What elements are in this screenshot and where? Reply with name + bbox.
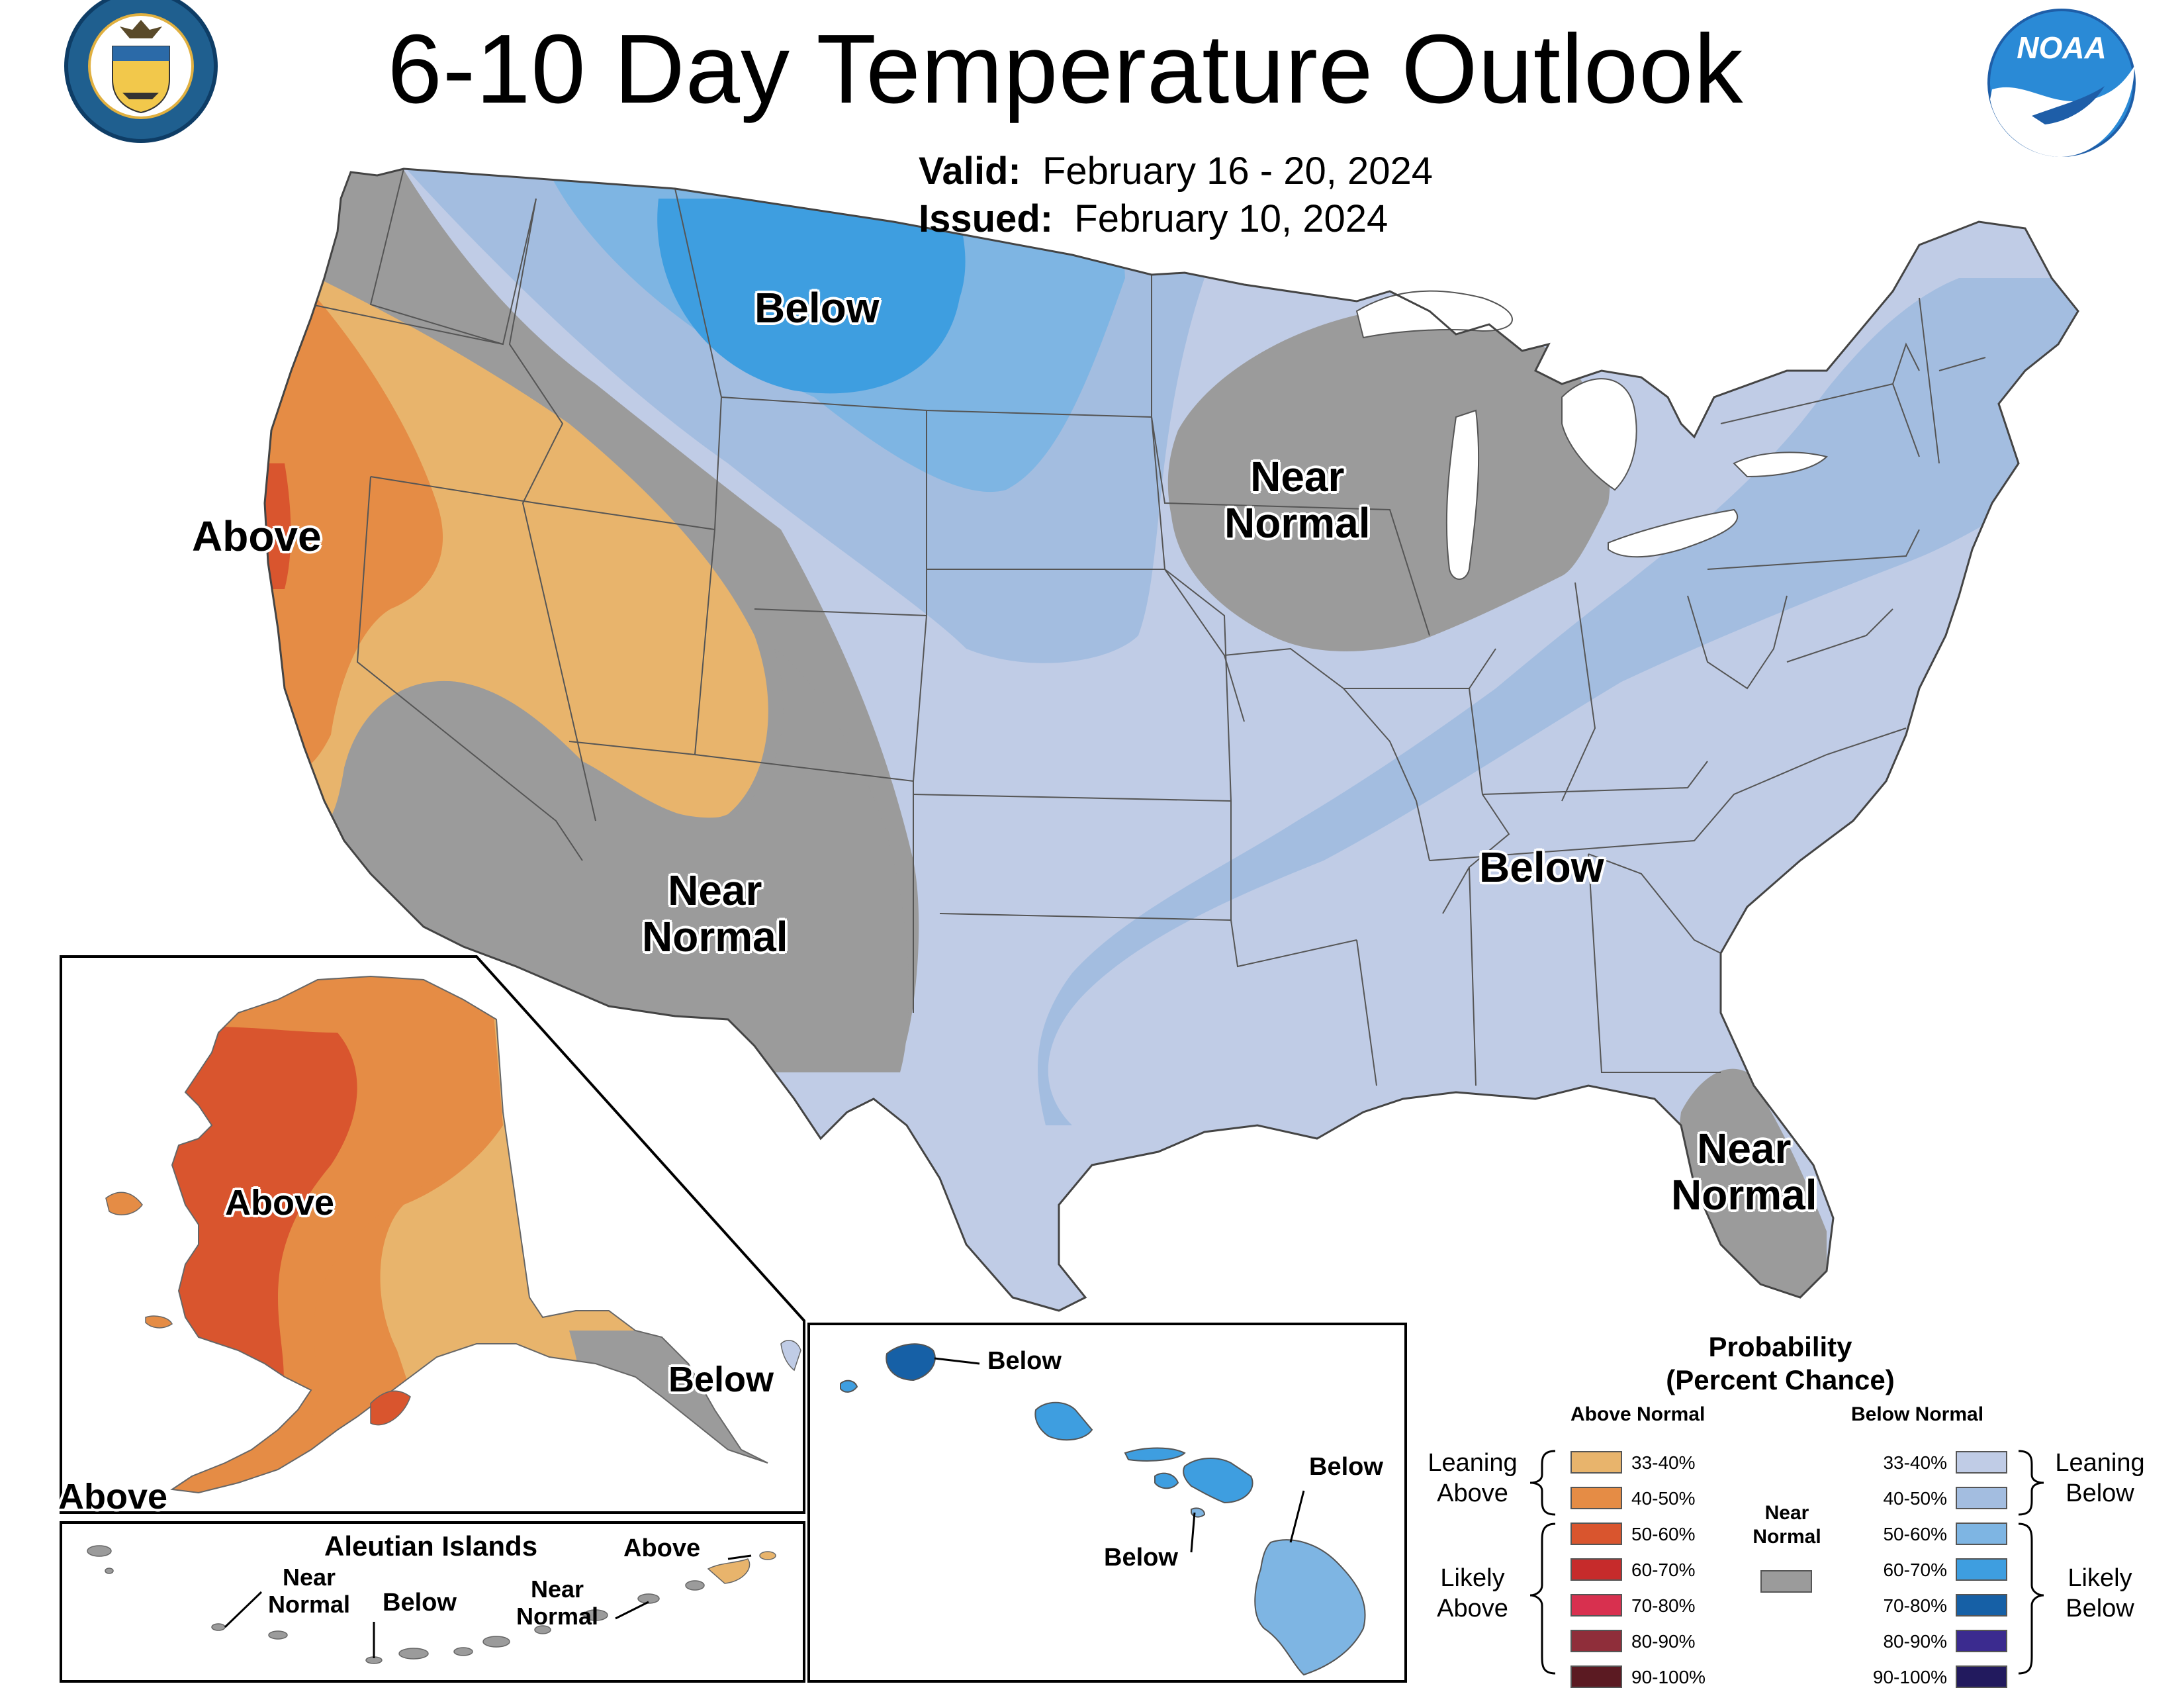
aleutian-west-near-line2: Normal xyxy=(268,1591,351,1618)
legend-leaning-above-line1: Leaning xyxy=(1428,1449,1518,1477)
legend-near-normal: Near Normal xyxy=(1741,1501,1833,1549)
legend-likely-above-line1: Likely xyxy=(1440,1564,1505,1592)
aleutian-below: Below xyxy=(383,1589,457,1617)
legend-near-line2: Normal xyxy=(1752,1526,1821,1548)
legend-likely-above-line2: Above xyxy=(1437,1594,1508,1622)
page-title: 6-10 Day Temperature Outlook xyxy=(387,15,1744,124)
label-north-plains-below: Below xyxy=(754,284,880,332)
alaska-islands xyxy=(105,1192,801,1426)
label-florida-line1: Near xyxy=(1697,1125,1792,1172)
svg-text:NOAA: NOAA xyxy=(2017,30,2106,65)
legend-below-swatch-4 xyxy=(1956,1594,2007,1617)
alaska-outline xyxy=(170,975,768,1494)
valid-value: February 16 - 20, 2024 xyxy=(1042,150,1433,193)
legend-below-swatch-0 xyxy=(1956,1451,2007,1474)
conus-outline xyxy=(263,167,2079,1312)
aleutian-east-near-normal: Near Normal xyxy=(516,1575,598,1630)
legend-above-range-2: 50-60% xyxy=(1631,1524,1696,1544)
state-boundaries xyxy=(310,169,1986,1086)
aleutian-west-near-line1: Near xyxy=(282,1564,336,1591)
legend-below-range-5: 80-90% xyxy=(1883,1631,1947,1652)
aleutian-above: Above xyxy=(623,1534,701,1562)
legend-leaning-above-line2: Above xyxy=(1437,1479,1508,1507)
legend-above-header: Above Normal xyxy=(1570,1403,1706,1425)
legend-above-swatch-3 xyxy=(1570,1558,1622,1581)
legend-below-range-4: 70-80% xyxy=(1883,1595,1947,1616)
legend-brackets xyxy=(1529,1450,2044,1675)
legend-below-swatch-6 xyxy=(1956,1665,2007,1688)
legend-leaning-below-line1: Leaning xyxy=(2055,1449,2145,1477)
aleutian-west-near-normal: Near Normal xyxy=(268,1564,350,1618)
aleutian-inset-frame xyxy=(60,1521,805,1683)
aleutian-leaders xyxy=(224,1554,752,1658)
legend-below-range-3: 60-70% xyxy=(1883,1560,1947,1580)
issued-label: Issued: xyxy=(919,197,1054,240)
label-west-coast-above: Above xyxy=(192,512,322,560)
label-southeast-below: Below xyxy=(1479,843,1604,891)
aleutian-title: Aleutian Islands xyxy=(324,1530,538,1562)
legend-below-swatch-2 xyxy=(1956,1523,2007,1545)
label-florida-line2: Normal xyxy=(1671,1171,1817,1219)
legend-above-swatch-5 xyxy=(1570,1630,1622,1652)
legend-below-range-1: 40-50% xyxy=(1883,1488,1947,1509)
legend-below-swatch-5 xyxy=(1956,1630,2007,1652)
legend-above-range-1: 40-50% xyxy=(1631,1488,1696,1509)
legend-above-swatch-4 xyxy=(1570,1594,1622,1617)
label-florida-near-normal: Near Normal xyxy=(1671,1125,1817,1219)
legend-leaning-above: Leaning Above xyxy=(1416,1448,1529,1509)
legend-likely-below-line2: Below xyxy=(2066,1594,2134,1622)
legend-below-swatch-1 xyxy=(1956,1487,2007,1509)
legend-below-swatch-3 xyxy=(1956,1558,2007,1581)
legend-likely-above: Likely Above xyxy=(1416,1564,1529,1624)
issued-date-line: Issued: February 10, 2024 xyxy=(919,197,1388,241)
legend-below-header: Below Normal xyxy=(1851,1403,1984,1425)
legend-near-line1: Near xyxy=(1764,1502,1809,1524)
aleutian-east-near-line2: Normal xyxy=(516,1603,599,1630)
label-great-lakes-near-normal: Near Normal xyxy=(1224,453,1371,547)
label-great-lakes-line1: Near xyxy=(1250,453,1345,500)
label-alaska-peninsula-above: Above xyxy=(58,1477,168,1517)
hawaii-leaders xyxy=(934,1357,1305,1553)
legend-leaning-below: Leaning Below xyxy=(2044,1448,2156,1509)
label-southwest-line1: Near xyxy=(668,867,762,914)
great-lakes xyxy=(1355,290,1828,580)
valid-label: Valid: xyxy=(919,150,1021,193)
legend-above-swatch-2 xyxy=(1570,1523,1622,1545)
legend-above-range-4: 70-80% xyxy=(1631,1595,1696,1616)
legend-leaning-below-line2: Below xyxy=(2066,1479,2134,1507)
aleutian-islands xyxy=(87,1545,776,1664)
legend-likely-below: Likely Below xyxy=(2044,1564,2156,1624)
legend-above-swatch-0 xyxy=(1570,1451,1622,1474)
legend-above-range-5: 80-90% xyxy=(1631,1631,1696,1652)
aleutian-east-near-line1: Near xyxy=(530,1575,584,1603)
valid-date-line: Valid: February 16 - 20, 2024 xyxy=(919,149,1433,193)
legend-above-range-6: 90-100% xyxy=(1631,1667,1706,1687)
legend-title-line2: (Percent Chance) xyxy=(1666,1364,1895,1396)
label-southwest-near-normal: Near Normal xyxy=(642,867,788,961)
noaa-logo-icon: NOAA xyxy=(1987,9,2136,157)
legend-below-range-6: 90-100% xyxy=(1872,1667,1947,1687)
legend-above-range-0: 33-40% xyxy=(1631,1452,1696,1473)
commerce-seal-icon xyxy=(64,0,218,143)
legend-below-range-0: 33-40% xyxy=(1883,1452,1947,1473)
label-alaska-panhandle-below: Below xyxy=(668,1360,774,1399)
legend-above-swatch-1 xyxy=(1570,1487,1622,1509)
hawaii-big-island-below: Below xyxy=(1309,1453,1383,1481)
legend-likely-below-line1: Likely xyxy=(2068,1564,2132,1592)
issued-value: February 10, 2024 xyxy=(1074,197,1388,240)
label-great-lakes-line2: Normal xyxy=(1224,499,1371,547)
legend-title: Probability (Percent Chance) xyxy=(1641,1331,1919,1397)
hawaii-kauai-below: Below xyxy=(987,1347,1062,1375)
legend-above-range-3: 60-70% xyxy=(1631,1560,1696,1580)
legend-below-range-2: 50-60% xyxy=(1883,1524,1947,1544)
label-southwest-line2: Normal xyxy=(642,913,788,961)
legend-above-swatch-6 xyxy=(1570,1665,1622,1688)
legend-near-normal-swatch xyxy=(1760,1570,1812,1593)
hawaii-islands xyxy=(840,1343,1366,1676)
legend-title-line1: Probability xyxy=(1708,1331,1852,1362)
label-alaska-above: Above xyxy=(225,1183,335,1223)
hawaii-maui-below: Below xyxy=(1104,1544,1178,1571)
